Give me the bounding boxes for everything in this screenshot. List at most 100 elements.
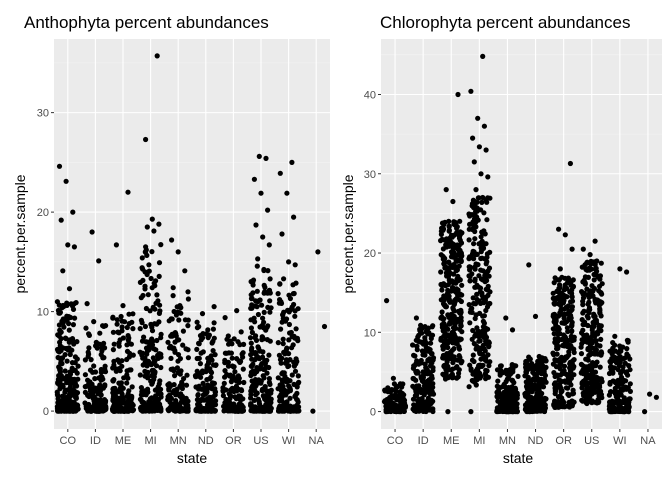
data-point: [97, 330, 103, 336]
data-point: [232, 369, 238, 375]
data-point: [470, 378, 476, 384]
data-point: [258, 190, 264, 196]
data-point: [579, 341, 585, 347]
data-point: [510, 401, 516, 407]
data-point: [585, 367, 591, 373]
data-point: [210, 326, 216, 332]
data-point: [513, 406, 520, 412]
data-point: [626, 363, 632, 369]
data-point: [397, 389, 403, 395]
data-point: [113, 242, 119, 248]
data-point: [240, 366, 246, 372]
data-point: [262, 290, 268, 296]
data-point: [470, 295, 476, 301]
data-point: [470, 327, 476, 334]
data-point: [571, 349, 577, 356]
data-point: [96, 375, 102, 381]
data-point: [428, 351, 435, 357]
data-point: [466, 273, 472, 279]
data-point: [472, 219, 479, 226]
data-point: [543, 379, 549, 385]
data-point: [559, 274, 565, 280]
data-point: [580, 246, 586, 252]
data-point: [228, 379, 234, 385]
data-point: [210, 348, 216, 354]
data-point: [561, 404, 568, 410]
data-point: [479, 199, 485, 205]
data-point: [71, 341, 77, 347]
data-point: [62, 368, 68, 374]
data-point: [283, 357, 290, 363]
data-point: [205, 382, 211, 388]
data-point: [230, 388, 236, 394]
data-point: [250, 290, 256, 296]
data-point: [570, 283, 577, 289]
data-point: [578, 361, 585, 367]
data-point: [626, 396, 632, 402]
data-point: [149, 285, 155, 291]
data-point: [275, 375, 281, 381]
data-point: [64, 313, 70, 319]
data-point: [97, 408, 103, 414]
data-point: [440, 316, 446, 322]
data-point: [444, 359, 450, 365]
data-point: [153, 300, 159, 306]
data-point: [74, 356, 80, 362]
data-point: [254, 369, 260, 375]
data-point: [475, 115, 481, 121]
data-point: [116, 380, 122, 386]
chart-anthophyta: Anthophyta percent abundances 0 10 20 30 CO…: [12, 13, 330, 466]
data-point: [428, 335, 434, 342]
data-point: [102, 369, 109, 375]
data-point: [115, 389, 121, 395]
data-point: [229, 363, 236, 369]
data-point: [486, 363, 492, 369]
data-point: [480, 318, 486, 324]
data-point: [450, 305, 456, 311]
data-point: [446, 227, 452, 233]
data-point: [137, 372, 143, 378]
data-point: [484, 217, 490, 223]
data-point: [266, 379, 272, 386]
data-point: [550, 290, 556, 296]
data-point: [143, 136, 149, 143]
data-point: [60, 268, 66, 274]
data-point: [485, 326, 491, 332]
data-point: [125, 333, 131, 339]
data-point: [456, 367, 462, 373]
data-point: [279, 355, 285, 361]
data-point: [627, 388, 634, 394]
data-point: [617, 266, 623, 272]
data-point: [140, 362, 146, 368]
data-point: [583, 356, 589, 362]
data-point: [524, 400, 530, 406]
data-point: [114, 317, 120, 323]
data-point: [477, 338, 483, 344]
data-point: [86, 345, 92, 351]
y-axis-label: percent.per.sample: [340, 174, 356, 293]
y-tick-label: 20: [364, 248, 376, 260]
data-point: [291, 301, 297, 308]
data-point: [146, 408, 152, 414]
data-point: [57, 309, 64, 315]
data-point: [595, 331, 601, 337]
y-tick-label: 20: [37, 207, 49, 219]
data-point: [524, 386, 530, 392]
data-point: [185, 289, 191, 295]
data-point: [580, 298, 586, 304]
data-point: [254, 288, 260, 294]
data-point: [67, 351, 73, 358]
data-point: [277, 170, 283, 176]
data-point: [543, 396, 549, 402]
data-point: [259, 322, 265, 328]
data-point: [110, 329, 116, 335]
data-point: [625, 401, 632, 407]
data-point: [121, 319, 128, 325]
data-point: [496, 389, 502, 395]
data-point: [140, 355, 146, 361]
data-point: [620, 368, 626, 374]
data-point: [557, 266, 563, 272]
data-point: [124, 356, 130, 363]
data-point: [176, 317, 182, 323]
data-point: [481, 241, 488, 247]
